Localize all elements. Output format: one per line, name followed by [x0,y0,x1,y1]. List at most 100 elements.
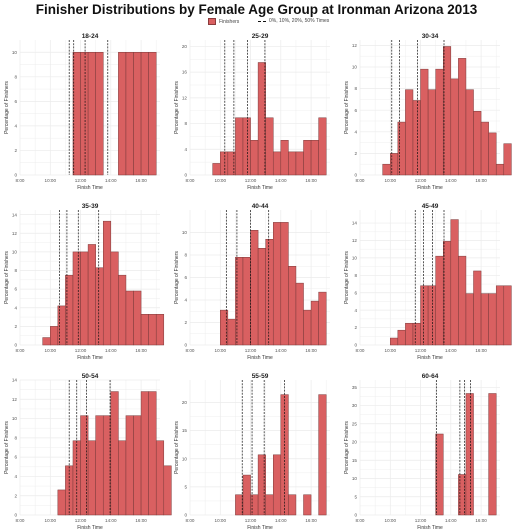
histogram-bar [125,415,134,516]
histogram-bar [140,52,149,176]
histogram-bar [220,151,229,176]
histogram-bar [148,52,157,176]
histogram-bar [87,440,96,516]
histogram-bar [220,309,229,346]
x-tick-label: 10:00 [385,518,397,523]
x-axis-label: Finish Time [247,185,273,191]
facet-40-44: 40-44 8:00 10:00 12:00 14:00 16:00 0 2 4 6 8 10 Fini… [174,203,330,361]
legend-times-line [258,20,266,22]
y-tick-label: 4 [14,124,17,129]
y-tick-label: 15 [182,428,188,433]
histogram-bar [465,89,474,176]
x-tick-label: 8:00 [186,348,195,353]
x-axis-label: Finish Time [417,525,443,530]
y-tick-label: 8 [354,86,357,91]
x-tick-label: 12:00 [245,178,257,183]
facet-30-34: 30-34 8:00 10:00 12:00 14:00 16:00 0 2 4 6 8 10 12 Fi… [344,33,512,191]
x-tick-label: 14:00 [105,178,117,183]
histogram-bar [57,305,66,346]
y-tick-label: 2 [14,493,17,498]
x-tick-label: 10:00 [385,348,397,353]
y-tick-label: 6 [14,287,17,292]
histogram-bar [458,255,467,346]
histogram-bar [250,140,259,176]
histogram-bar [235,494,244,516]
legend-finishers: Finishers [208,18,239,25]
y-tick-label: 25 [352,421,358,426]
histogram-bar [242,474,251,516]
y-tick-label: 12 [352,43,358,48]
x-tick-label: 12:00 [245,518,257,523]
histogram-bar [495,285,505,346]
x-tick-label: 10:00 [45,518,57,523]
histogram-bar [125,52,134,176]
histogram-bar [133,415,142,516]
x-tick-label: 12:00 [415,348,427,353]
x-tick-label: 12:00 [415,178,427,183]
facet-35-39: 35-39 8:00 10:00 12:00 14:00 16:00 0 2 4 6 8 10 12 14… [4,203,165,361]
histogram-bar [390,153,399,176]
histogram-bar [95,267,104,346]
histogram-bar [295,282,304,346]
y-tick-label: 10 [352,65,358,70]
y-tick-label: 12 [352,238,358,243]
facet-title: 18-24 [82,33,99,40]
histogram-bar [80,251,89,346]
histogram-bar [227,151,236,176]
y-tick-label: 2 [184,320,187,325]
y-tick-label: 4 [184,298,187,303]
y-tick-label: 8 [184,121,187,126]
y-axis-label: Percentage of Finishers [4,421,10,474]
histogram-bar [442,241,452,346]
histogram-bar [488,132,497,176]
histogram-bar [310,140,319,176]
histogram-bar [87,244,96,346]
histogram-bar [390,337,399,346]
y-tick-label: 10 [182,456,188,461]
histogram-bar [473,111,482,176]
histogram-bar [50,326,59,346]
histogram-bar [488,293,497,346]
histogram-bar [235,117,244,176]
histogram-bar [227,318,236,346]
y-axis-label: Percentage of Finishers [344,251,350,304]
facet-50-54: 50-54 8:00 10:00 12:00 14:00 16:00 0 2 4 6 8 10 12 14… [4,373,172,530]
histogram-bar [272,151,282,176]
legend-finishers-label: Finishers [219,18,240,25]
x-tick-label: 8:00 [356,518,365,523]
x-tick-label: 14:00 [275,178,287,183]
histogram-bar [405,89,414,176]
histogram-bar [272,222,282,346]
y-tick-label: 0 [14,513,17,518]
histogram-bar [235,257,244,346]
histogram-bar [427,89,436,176]
y-tick-label: 2 [354,151,357,156]
y-tick-label: 0 [14,343,17,348]
x-tick-label: 10:00 [385,178,397,183]
x-tick-label: 14:00 [445,178,457,183]
facet-title: 40-44 [252,203,269,210]
histogram-bar [397,329,406,346]
histogram-bar [242,117,251,176]
y-tick-label: 12 [12,397,18,402]
histogram-bar [280,222,289,346]
x-axis-label: Finish Time [77,185,103,191]
x-axis-label: Finish Time [417,185,443,191]
y-tick-label: 14 [12,378,18,383]
y-tick-label: 10 [182,230,188,235]
histogram-bar [427,285,436,346]
y-tick-label: 6 [354,290,357,295]
histogram-bar [420,285,429,346]
legend-times: 0%, 10%, 20%, 50% Times [258,18,329,24]
histogram-bar [458,58,467,176]
histogram-bar [280,140,289,176]
histogram-bar [163,465,172,516]
x-tick-label: 8:00 [16,518,25,523]
y-axis-label: Percentage of Finishers [4,81,10,134]
y-tick-label: 14 [12,212,18,217]
histogram-bar [257,62,266,176]
y-tick-label: 6 [14,99,17,104]
histogram-bar [80,52,89,176]
y-tick-label: 10 [352,476,358,481]
histogram-bar [148,391,157,516]
